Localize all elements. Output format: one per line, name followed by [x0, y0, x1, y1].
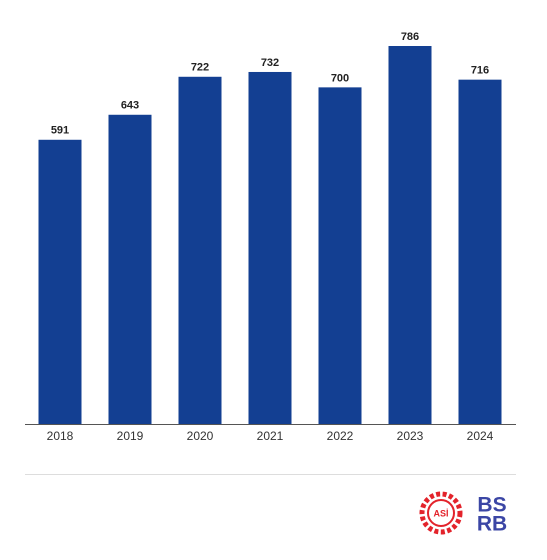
logo-text: ASİ — [433, 508, 448, 518]
data-label: 786 — [401, 31, 419, 43]
x-tick-label: 2019 — [117, 429, 144, 443]
logo-inner — [427, 499, 455, 527]
x-tick-label: 2021 — [257, 429, 284, 443]
x-tick-label: 2018 — [47, 429, 74, 443]
bar — [108, 114, 152, 424]
data-label: 716 — [471, 65, 489, 77]
bar — [248, 71, 292, 424]
bar — [178, 76, 222, 424]
data-label: 732 — [261, 57, 279, 69]
x-tick-label: 2024 — [467, 429, 494, 443]
data-label: 643 — [121, 100, 139, 112]
logo-ring — [419, 491, 463, 535]
data-label: 591 — [51, 125, 69, 137]
x-tick-label: 2023 — [397, 429, 424, 443]
data-label: 700 — [331, 72, 349, 84]
logo-text: BS — [477, 494, 506, 517]
bar — [318, 87, 362, 425]
logo-text: RB — [477, 513, 507, 536]
bar — [388, 46, 432, 424]
asi-logo: ASİ — [419, 491, 463, 535]
bar — [38, 139, 82, 424]
x-tick-label: 2022 — [327, 429, 354, 443]
x-tick-label: 2020 — [187, 429, 214, 443]
data-label: 722 — [191, 62, 209, 74]
bar — [458, 79, 502, 424]
